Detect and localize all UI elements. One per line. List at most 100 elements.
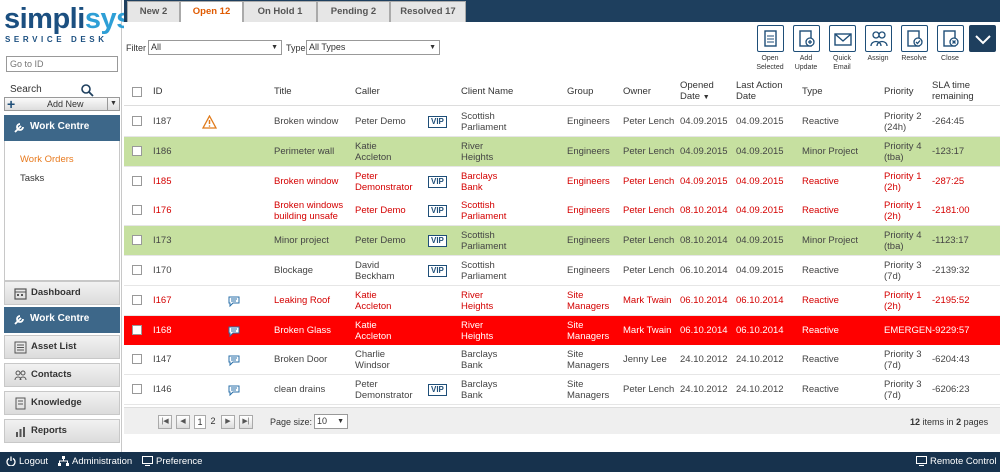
cell-id[interactable]: I146: [153, 384, 172, 396]
cell-group: Engineers: [567, 116, 610, 127]
column-header-id[interactable]: ID: [153, 86, 163, 97]
select-all-checkbox[interactable]: [132, 87, 142, 97]
table-row[interactable]: I170 Blockage David Beckham Scottish Parlia…: [124, 256, 1000, 286]
cell-id[interactable]: I168: [153, 324, 172, 336]
assign-button[interactable]: Assign: [860, 25, 896, 63]
administration-button[interactable]: Administration: [58, 456, 132, 467]
column-header-group[interactable]: Group: [567, 86, 594, 97]
sidebar-item-asset-list[interactable]: Asset List: [4, 335, 120, 359]
close-button[interactable]: Close: [932, 25, 968, 63]
chevron-down-icon[interactable]: ▼: [107, 98, 119, 110]
resolve-button[interactable]: Resolve: [896, 25, 932, 63]
row-checkbox[interactable]: [132, 265, 142, 275]
cell-title[interactable]: Broken Glass: [274, 324, 332, 336]
tab-pending[interactable]: Pending 2: [317, 1, 390, 22]
collapse-toolbar-button[interactable]: [966, 25, 998, 52]
cell-title[interactable]: Broken Door: [274, 354, 328, 366]
search-row[interactable]: Search: [10, 83, 122, 97]
column-header-type[interactable]: Type: [802, 86, 823, 97]
cell-title[interactable]: Broken window: [274, 116, 339, 127]
row-checkbox[interactable]: [132, 116, 142, 126]
next-page-button[interactable]: ▶: [221, 415, 235, 429]
nav-work-centre-open[interactable]: Work Centre: [4, 115, 120, 141]
column-header-caller[interactable]: Caller: [355, 86, 380, 97]
cell-title[interactable]: Blockage: [274, 265, 314, 276]
add-new-label: Add New: [47, 99, 84, 109]
table-row[interactable]: I146 clean drains Peter Demonstrator Barcla…: [124, 375, 1000, 406]
cell-id[interactable]: I167: [153, 294, 172, 306]
row-checkbox[interactable]: [132, 354, 142, 365]
tab-open[interactable]: Open 12: [180, 1, 243, 23]
column-header-opened-date[interactable]: Opened Date ▼: [680, 80, 730, 103]
preference-button[interactable]: Preference: [142, 456, 202, 467]
last-page-button[interactable]: ▶|: [239, 415, 253, 429]
row-checkbox[interactable]: [132, 324, 142, 335]
cell-group: Site Managers: [567, 319, 610, 342]
network-icon: [58, 456, 69, 466]
column-header-title[interactable]: Title: [274, 86, 292, 97]
row-checkbox[interactable]: [132, 175, 142, 186]
type-select[interactable]: All Types ▼: [306, 40, 440, 55]
row-checkbox[interactable]: [132, 294, 142, 305]
cell-title[interactable]: Leaking Roof: [274, 294, 330, 306]
table-row[interactable]: I176 Broken windows building unsafe Peter …: [124, 196, 1000, 227]
cell-title[interactable]: Minor project: [274, 235, 329, 247]
first-page-button[interactable]: |◀: [158, 415, 172, 429]
cell-id[interactable]: I176: [153, 205, 172, 217]
cell-owner: Peter Lench: [623, 175, 675, 187]
cell-id[interactable]: I185: [153, 175, 172, 187]
row-checkbox[interactable]: [132, 145, 142, 156]
table-row[interactable]: I168 Broken Glass Katie Accleton River Heig…: [124, 315, 1000, 346]
row-checkbox[interactable]: [132, 384, 142, 395]
action-toolbar: Open Selected Add Update Quick Email Ass…: [752, 25, 1000, 77]
cell-id[interactable]: I187: [153, 116, 172, 127]
page-size-select[interactable]: 10 ▼: [314, 414, 348, 429]
logout-button[interactable]: Logout: [6, 456, 48, 467]
column-header-sla[interactable]: SLA time remaining: [932, 80, 974, 102]
cell-title[interactable]: Perimeter wall: [274, 145, 335, 157]
cell-id[interactable]: I170: [153, 265, 172, 276]
cell-last: 04.09.2015: [736, 145, 784, 157]
table-row[interactable]: I173 Minor project Peter Demo Scottish Parl…: [124, 226, 1000, 257]
tab-resolved[interactable]: Resolved 17: [390, 1, 466, 22]
sidebar-item-work-centre[interactable]: Work Centre: [4, 307, 120, 333]
cell-id[interactable]: I147: [153, 354, 172, 366]
sidebar-item-reports[interactable]: Reports: [4, 419, 120, 443]
document-icon: [763, 30, 777, 47]
open-selected-button[interactable]: Open Selected: [752, 25, 788, 72]
sidebar-item-knowledge[interactable]: Knowledge: [4, 391, 120, 415]
cell-title[interactable]: Broken windows building unsafe: [274, 200, 344, 223]
row-checkbox[interactable]: [132, 235, 142, 246]
add-update-button[interactable]: Add Update: [788, 25, 824, 72]
sidebar-item-tasks[interactable]: Tasks: [20, 173, 45, 184]
add-new-button[interactable]: + Add New ▼: [4, 96, 120, 112]
tab-on-hold[interactable]: On Hold 1: [243, 1, 317, 22]
quick-email-button[interactable]: Quick Email: [824, 25, 860, 72]
cell-id[interactable]: I173: [153, 235, 172, 247]
filter-select[interactable]: All ▼: [148, 40, 282, 55]
cell-id[interactable]: I186: [153, 145, 172, 157]
page-1-button[interactable]: 1: [194, 415, 206, 429]
prev-page-button[interactable]: ◀: [176, 415, 190, 429]
cell-title[interactable]: Broken window: [274, 175, 339, 187]
tab-new[interactable]: New 2: [127, 1, 180, 22]
column-header-priority[interactable]: Priority: [884, 86, 914, 97]
remote-control-button[interactable]: Remote Control: [916, 456, 997, 467]
table-row[interactable]: I147 Broken Door Charlie Windsor Barclays B…: [124, 345, 1000, 376]
cell-title[interactable]: clean drains: [274, 384, 326, 396]
cell-type: Reactive: [802, 294, 839, 306]
table-row[interactable]: I186 Perimeter wall Katie Accleton River He…: [124, 136, 1000, 167]
sidebar-item-dashboard[interactable]: Dashboard: [4, 281, 120, 305]
row-checkbox[interactable]: [132, 205, 142, 216]
column-header-last-action-date[interactable]: Last Action Date: [736, 80, 783, 102]
column-header-owner[interactable]: Owner: [623, 86, 651, 97]
column-header-client-name[interactable]: Client Name: [461, 86, 514, 97]
search-icon[interactable]: [80, 83, 94, 97]
table-row[interactable]: I185 Broken window Peter Demonstrator Barcl…: [124, 166, 1000, 197]
table-row[interactable]: I187 Broken window Peter Demo Scottish Parl…: [124, 107, 1000, 137]
page-2-button[interactable]: 2: [210, 416, 216, 426]
sidebar-item-contacts[interactable]: Contacts: [4, 363, 120, 387]
table-row[interactable]: I167 Leaking Roof Katie Accleton River Heig…: [124, 285, 1000, 316]
sidebar-item-work-orders[interactable]: Work Orders: [20, 154, 74, 165]
goto-id-input[interactable]: [6, 56, 118, 72]
